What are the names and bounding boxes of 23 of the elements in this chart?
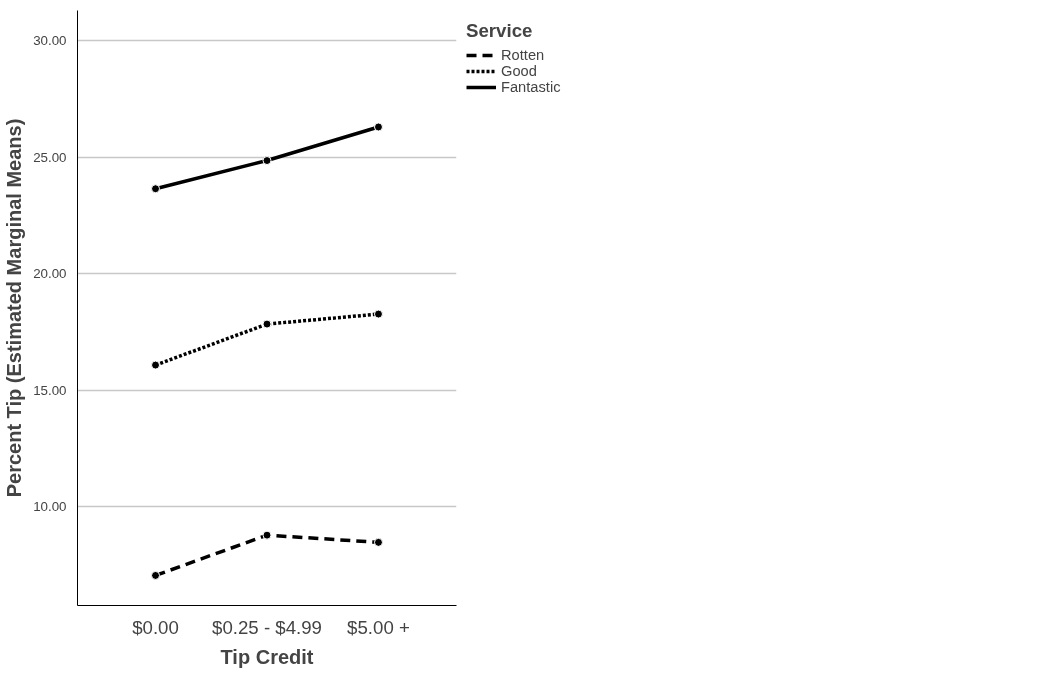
point bbox=[151, 184, 161, 194]
point bbox=[373, 122, 383, 132]
point bbox=[262, 530, 272, 540]
x-tick-label: $5.00 + bbox=[347, 616, 410, 638]
y-tick-label: 30.00 bbox=[33, 33, 67, 49]
legend-title: Service bbox=[466, 20, 534, 42]
x-axis-title: Tip Credit bbox=[220, 645, 314, 668]
y-tick-label: 20.00 bbox=[33, 266, 67, 282]
point bbox=[373, 537, 383, 547]
legend-label: Rotten bbox=[501, 47, 545, 63]
point bbox=[373, 309, 383, 319]
x-tick-label: $0.00 bbox=[132, 616, 179, 638]
y-axis-title: Percent Tip (Estimated Marginal Means) bbox=[3, 118, 26, 498]
point bbox=[262, 319, 272, 329]
point bbox=[262, 156, 272, 166]
x-tick-label: $0.25 - $4.99 bbox=[212, 616, 322, 638]
y-tick-label: 25.00 bbox=[33, 149, 67, 165]
point bbox=[151, 360, 161, 370]
point bbox=[151, 570, 161, 580]
legend-label: Good bbox=[501, 63, 537, 79]
y-tick-label: 15.00 bbox=[33, 382, 67, 398]
legend-label: Fantastic bbox=[501, 79, 561, 95]
y-tick-label: 10.00 bbox=[33, 499, 67, 515]
